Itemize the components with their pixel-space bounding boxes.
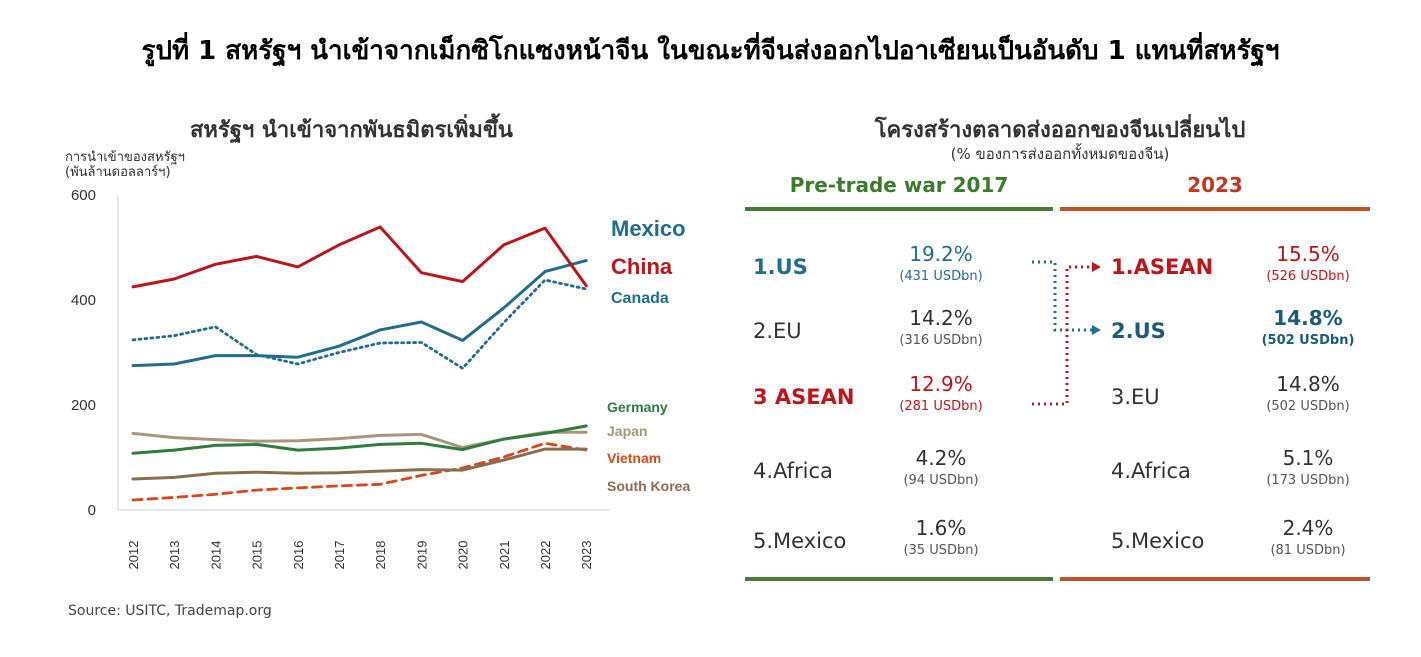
market-name: 1.ASEAN xyxy=(1111,255,1214,279)
x-tick-label: 2019 xyxy=(414,541,429,570)
share-percent: 14.2% xyxy=(909,306,973,330)
export-value: (35 USDbn) xyxy=(903,543,979,558)
y-tick-label: 200 xyxy=(71,397,96,414)
line-chart: 0 200 400 600 2012 2013 2014 2015 2016 2017 2018 20… xyxy=(71,187,690,570)
series-label-germany: Germany xyxy=(607,399,668,415)
x-tick-label: 2017 xyxy=(332,541,347,570)
left-table-row: 1.US 19.2% (431 USDbn) xyxy=(753,237,1013,297)
x-tick-label: 2015 xyxy=(250,541,265,570)
export-value: (502 USDbn) xyxy=(1266,399,1350,414)
share-percent: 4.2% xyxy=(915,446,967,470)
share-percent: 14.8% xyxy=(1273,306,1343,330)
market-name: 5.Mexico xyxy=(753,529,847,553)
us-flow-arrow-line xyxy=(1032,260,1093,332)
x-tick-label: 2018 xyxy=(373,541,388,570)
y-tick-label: 0 xyxy=(88,502,96,519)
green-top-rule xyxy=(745,207,1053,211)
x-tick-label: 2012 xyxy=(126,541,141,570)
left-table-row: 4.Africa 4.2% (94 USDbn) xyxy=(753,441,1013,501)
market-name: 4.Africa xyxy=(753,459,833,483)
right-table-row: 3.EU 14.8% (502 USDbn) xyxy=(1111,367,1371,427)
market-name: 3 ASEAN xyxy=(753,385,855,409)
table-subtitle: (% ของการส่งออกทั้งหมดของจีน) xyxy=(950,145,1170,163)
series-line-canada xyxy=(131,278,588,370)
series-label-canada: Canada xyxy=(611,290,669,307)
export-value: (502 USDbn) xyxy=(1261,333,1355,348)
export-value: (173 USDbn) xyxy=(1266,473,1350,488)
export-value: (94 USDbn) xyxy=(903,473,979,488)
export-value: (81 USDbn) xyxy=(1270,543,1346,558)
us-flow-arrowhead xyxy=(1092,325,1101,335)
export-value: (281 USDbn) xyxy=(899,399,983,414)
y-axis-label-line2: (พันล้านดอลลาร์ฯ) xyxy=(65,165,171,180)
page-title: รูปที่ 1 สหรัฐฯ นำเข้าจากเม็กซิโกแซงหน้า… xyxy=(141,36,1280,66)
export-value: (526 USDbn) xyxy=(1266,269,1350,284)
right-table-row: 1.ASEAN 15.5% (526 USDbn) xyxy=(1111,237,1371,297)
share-percent: 15.5% xyxy=(1276,242,1340,266)
export-value: (316 USDbn) xyxy=(899,333,983,348)
left-table-row: 3 ASEAN 12.9% (281 USDbn) xyxy=(753,367,1013,427)
series-line-germany xyxy=(131,424,588,455)
share-percent: 2.4% xyxy=(1282,516,1334,540)
chart-title: สหรัฐฯ นำเข้าจากพันธมิตรเพิ่มขึ้น xyxy=(190,118,513,143)
source-note: Source: USITC, Trademap.org xyxy=(68,603,272,619)
x-tick-label: 2013 xyxy=(167,541,182,570)
header-2023: 2023 xyxy=(1187,173,1243,197)
x-tick-label: 2020 xyxy=(456,541,471,570)
x-tick-label: 2022 xyxy=(538,541,553,570)
series-label-japan: Japan xyxy=(607,423,647,439)
share-percent: 14.8% xyxy=(1276,372,1340,396)
market-name: 1.US xyxy=(753,255,808,279)
market-name: 2.EU xyxy=(753,319,802,343)
series-label-china: China xyxy=(611,254,673,279)
market-name: 2.US xyxy=(1111,319,1166,343)
asean-flow-arrow-line xyxy=(1032,265,1093,406)
series-line-vietnam xyxy=(131,441,588,502)
market-name: 3.EU xyxy=(1111,385,1160,409)
right-table-row: 4.Africa 5.1% (173 USDbn) xyxy=(1111,441,1371,501)
series-label-south-korea: South Korea xyxy=(607,478,690,494)
right-table-row: 2.US 14.8% (502 USDbn) xyxy=(1111,301,1371,361)
share-percent: 1.6% xyxy=(915,516,967,540)
series-line-china xyxy=(131,225,588,289)
share-percent: 19.2% xyxy=(909,242,973,266)
x-tick-label: 2014 xyxy=(208,541,223,570)
share-percent: 12.9% xyxy=(909,372,973,396)
export-value: (431 USDbn) xyxy=(899,269,983,284)
right-table-row: 5.Mexico 2.4% (81 USDbn) xyxy=(1111,511,1371,571)
market-name: 5.Mexico xyxy=(1111,529,1205,553)
red-top-rule xyxy=(1060,207,1370,211)
asean-flow-arrowhead xyxy=(1092,262,1101,272)
green-bottom-rule xyxy=(745,577,1053,581)
x-tick-label: 2021 xyxy=(497,541,512,570)
y-axis-label: การนำเข้าของสหรัฐฯ (พันล้านดอลลาร์ฯ) xyxy=(65,150,185,180)
y-axis-label-line1: การนำเข้าของสหรัฐฯ xyxy=(65,150,185,165)
share-percent: 5.1% xyxy=(1282,446,1334,470)
x-tick-label: 2023 xyxy=(579,541,594,570)
header-pre-trade-war: Pre-trade war 2017 xyxy=(789,173,1009,197)
table-title: โครงสร้างตลาดส่งออกของจีนเปลี่ยนไป xyxy=(874,118,1246,143)
x-tick-label: 2016 xyxy=(291,541,306,570)
series-line-south-korea xyxy=(131,447,588,481)
red-bottom-rule xyxy=(1060,577,1370,581)
series-line-mexico xyxy=(131,259,588,368)
market-name: 4.Africa xyxy=(1111,459,1191,483)
y-tick-label: 600 xyxy=(71,187,96,204)
left-table-row: 2.EU 14.2% (316 USDbn) xyxy=(753,301,1013,361)
series-label-mexico: Mexico xyxy=(611,216,686,241)
left-table-row: 5.Mexico 1.6% (35 USDbn) xyxy=(753,511,1013,571)
y-tick-label: 400 xyxy=(71,292,96,309)
series-label-vietnam: Vietnam xyxy=(607,450,661,466)
